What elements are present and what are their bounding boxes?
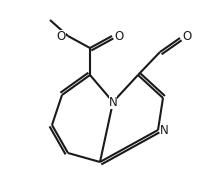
Text: O: O [57,29,66,42]
Text: N: N [109,95,117,108]
Text: O: O [114,29,123,42]
Text: O: O [182,30,191,43]
Text: N: N [160,125,169,138]
